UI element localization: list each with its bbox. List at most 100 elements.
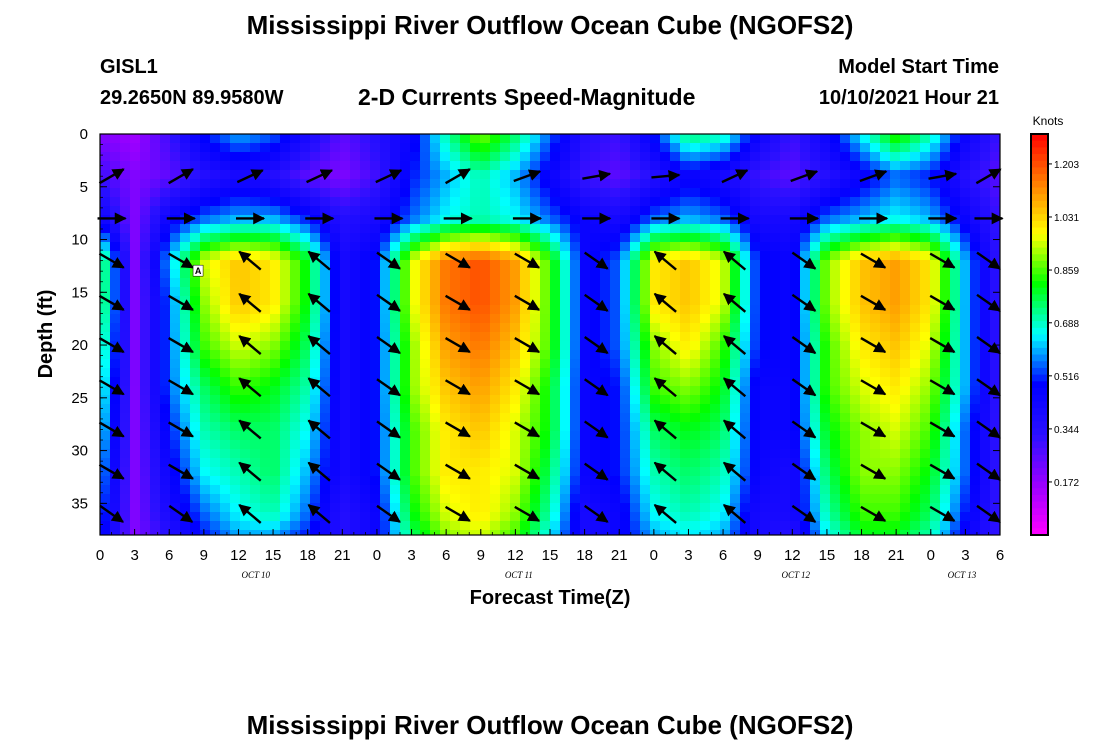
heatmap-cell [110, 485, 121, 495]
heatmap-cell [970, 494, 981, 504]
heatmap-cell [340, 359, 351, 369]
heatmap-cell [310, 242, 321, 252]
heatmap-cell [150, 170, 161, 180]
heatmap-cell [170, 224, 181, 234]
heatmap-cell [810, 422, 821, 432]
heatmap-cell [230, 476, 241, 486]
colorbar-segment [1031, 301, 1048, 309]
heatmap-cell [930, 188, 941, 198]
heatmap-cell [540, 458, 551, 468]
heatmap-cell [580, 314, 591, 324]
heatmap-cell [750, 260, 761, 270]
x-tick-label: 3 [130, 547, 138, 564]
heatmap-cell [610, 377, 621, 387]
heatmap-cell [160, 440, 171, 450]
heatmap-cell [740, 413, 751, 423]
heatmap-cell [210, 449, 221, 459]
current-arrow [791, 251, 817, 270]
heatmap-cell [260, 161, 271, 171]
heatmap-cell [940, 188, 951, 198]
heatmap-cell [160, 242, 171, 252]
heatmap-cell [660, 179, 671, 189]
heatmap-cell [190, 431, 201, 441]
heatmap-cell [140, 305, 151, 315]
heatmap-cell [860, 530, 871, 536]
heatmap-cell [180, 242, 191, 252]
heatmap-cell [430, 521, 441, 531]
heatmap-cell [390, 215, 401, 225]
heatmap-cell [410, 341, 421, 351]
heatmap-cell [780, 251, 791, 261]
current-arrow [790, 169, 819, 183]
heatmap-cell [140, 188, 151, 198]
heatmap-cell [440, 134, 451, 144]
heatmap-cell [320, 512, 331, 522]
heatmap-cell [160, 368, 171, 378]
heatmap-cell [640, 224, 651, 234]
heatmap-cell [710, 422, 721, 432]
heatmap-cell [890, 332, 901, 342]
heatmap-cell [310, 143, 321, 153]
heatmap-cell [380, 242, 391, 252]
heatmap-cell [920, 485, 931, 495]
heatmap-cell [390, 269, 401, 279]
heatmap-cell [710, 197, 721, 207]
heatmap-cell [600, 503, 611, 513]
heatmap-cell [550, 233, 561, 243]
heatmap-cell [700, 188, 711, 198]
heatmap-cell [530, 287, 541, 297]
heatmap-cell [840, 287, 851, 297]
heatmap-cell [420, 332, 431, 342]
heatmap-cell [610, 467, 621, 477]
heatmap-cell [780, 296, 791, 306]
heatmap-cell [880, 197, 891, 207]
heatmap-cell [770, 413, 781, 423]
heatmap-cell [680, 494, 691, 504]
heatmap-cell [430, 332, 441, 342]
heatmap-cell [620, 413, 631, 423]
heatmap-cell [680, 260, 691, 270]
heatmap-cell [100, 188, 111, 198]
heatmap-cell [120, 458, 131, 468]
heatmap-cell [710, 503, 721, 513]
heatmap-cell [130, 485, 141, 495]
heatmap-cell [630, 143, 641, 153]
heatmap-cell [570, 350, 581, 360]
colorbar-segment [1031, 134, 1048, 142]
heatmap-cell [930, 332, 941, 342]
heatmap-cell [430, 188, 441, 198]
heatmap-cell [110, 206, 121, 216]
heatmap-cell [450, 359, 461, 369]
heatmap-cell [420, 359, 431, 369]
heatmap-cell [290, 449, 301, 459]
heatmap-cell [290, 413, 301, 423]
heatmap-cell [280, 377, 291, 387]
heatmap-cell [860, 485, 871, 495]
current-arrow [975, 168, 1002, 185]
heatmap-cell [240, 485, 251, 495]
heatmap-cell [990, 161, 1001, 171]
heatmap-cell [220, 260, 231, 270]
heatmap-cell [900, 287, 911, 297]
current-arrow [306, 169, 334, 184]
heatmap-cell [450, 458, 461, 468]
heatmap-cell [140, 359, 151, 369]
heatmap-cell [640, 368, 651, 378]
heatmap-cell [350, 467, 361, 477]
heatmap-cell [710, 467, 721, 477]
heatmap-cell [510, 296, 521, 306]
heatmap-cell [840, 314, 851, 324]
heatmap-cell [190, 170, 201, 180]
heatmap-cell [320, 134, 331, 144]
heatmap-cell [780, 431, 791, 441]
heatmap-cell [520, 395, 531, 405]
heatmap-cell [410, 431, 421, 441]
heatmap-cell [360, 413, 371, 423]
heatmap-cell [270, 206, 281, 216]
heatmap-cell [930, 476, 941, 486]
heatmap-cell [500, 170, 511, 180]
heatmap-cell [700, 170, 711, 180]
heatmap-cell [500, 413, 511, 423]
heatmap-cell [620, 521, 631, 531]
heatmap-cell [920, 386, 931, 396]
